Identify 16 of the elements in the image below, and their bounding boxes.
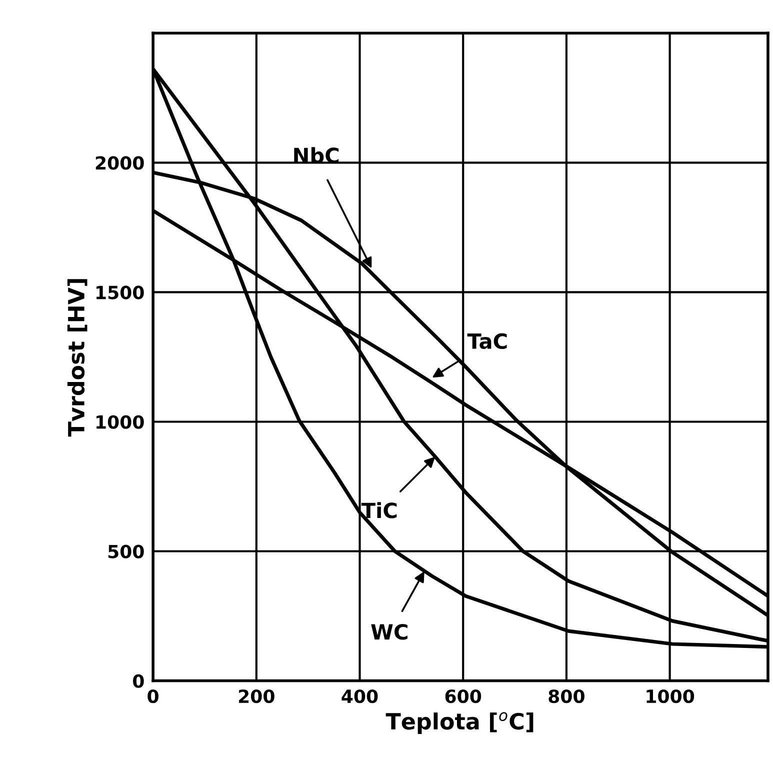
y-tick-label: 2000 xyxy=(96,156,144,170)
annotation: WC xyxy=(371,624,408,640)
x-tick-label: 1000 xyxy=(646,689,694,704)
y-axis-title: Tvrdost [HV] xyxy=(67,279,88,437)
x-tick-label: 200 xyxy=(238,689,274,704)
x-axis-title: Teplota [$^{o}$C] xyxy=(386,712,534,734)
x-tick-label: 800 xyxy=(548,689,584,704)
y-tick-label: 0 xyxy=(133,674,144,688)
annotation: TaC xyxy=(467,333,507,350)
annotation: TiC xyxy=(361,502,397,518)
x-tick-label: 600 xyxy=(445,689,482,704)
y-tick-label: 1500 xyxy=(96,286,144,300)
x-tick-label: 0 xyxy=(148,689,158,704)
y-tick-label: 1000 xyxy=(96,415,144,429)
x-tick-label: 400 xyxy=(342,689,378,704)
y-tick-label: 500 xyxy=(108,544,144,558)
